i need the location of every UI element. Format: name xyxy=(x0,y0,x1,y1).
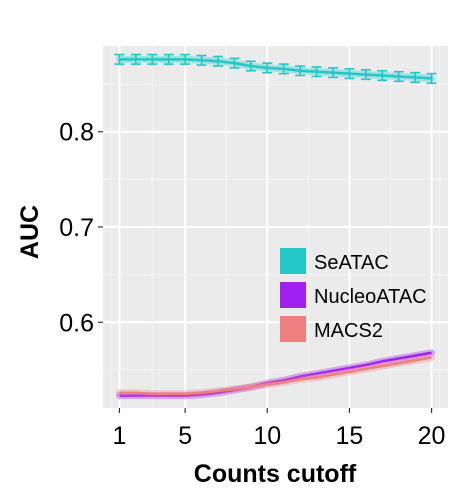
series-nucleoatac xyxy=(115,349,436,400)
error-bar xyxy=(311,66,322,78)
series-layer xyxy=(114,53,437,400)
x-axis-title: Counts cutoff xyxy=(194,460,357,488)
error-bar xyxy=(262,62,273,74)
series-macs2 xyxy=(115,354,436,398)
error-bar xyxy=(410,71,421,83)
x-tick-label: 1 xyxy=(112,422,126,450)
legend-key-macs2 xyxy=(280,316,306,342)
legend-label-nucleoatac: NucleoATAC xyxy=(314,286,427,308)
legend-key-seatac xyxy=(280,248,306,274)
x-tick-label: 20 xyxy=(418,422,446,450)
error-bar xyxy=(328,67,338,79)
error-bar xyxy=(377,69,388,82)
x-tick-label: 10 xyxy=(253,422,281,450)
series-line-macs2 xyxy=(119,356,432,395)
legend-label-macs2: MACS2 xyxy=(314,320,383,342)
y-tick-label: 0.8 xyxy=(59,119,94,147)
error-bar xyxy=(344,68,355,80)
x-tick-labels: 1 5 10 15 20 xyxy=(112,422,445,450)
error-bar xyxy=(213,55,223,67)
error-bar xyxy=(196,54,207,66)
legend-label-seatac: SeATAC xyxy=(314,252,389,274)
error-bar xyxy=(393,70,404,83)
legend-key-nucleoatac xyxy=(280,282,306,308)
x-tick-label: 5 xyxy=(178,422,192,450)
error-bar xyxy=(163,53,174,65)
error-bar xyxy=(245,60,256,72)
error-bar xyxy=(295,65,306,77)
series-line-seatac xyxy=(119,58,432,80)
error-bar xyxy=(147,53,158,65)
legend: SeATAC NucleoATAC MACS2 xyxy=(280,248,427,342)
error-bar xyxy=(360,69,371,81)
y-tick-label: 0.7 xyxy=(59,214,94,242)
error-bar xyxy=(278,63,289,75)
error-bar xyxy=(130,53,141,65)
error-bar xyxy=(229,57,240,69)
y-tick-labels: 0.6 0.7 0.8 xyxy=(59,119,94,338)
y-axis-title: AUC xyxy=(16,205,44,259)
error-bar xyxy=(180,53,191,65)
x-tick-label: 15 xyxy=(336,422,364,450)
series-line-nucleoatac xyxy=(119,351,432,397)
grid-major xyxy=(103,46,448,408)
axis-ticks xyxy=(98,131,433,413)
error-bar xyxy=(114,53,125,65)
error-bar xyxy=(426,72,437,84)
y-tick-label: 0.6 xyxy=(59,309,94,337)
series-seatac xyxy=(114,53,437,84)
